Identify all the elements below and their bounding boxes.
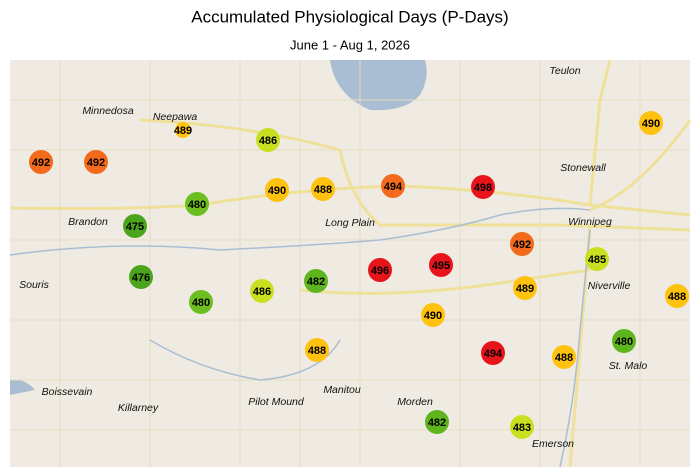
place-label: Stonewall	[560, 162, 606, 174]
station-value: 482	[307, 276, 325, 288]
highway	[9, 184, 691, 217]
place-label: Teulon	[549, 65, 580, 77]
station-marker	[29, 150, 53, 174]
station-marker	[471, 175, 495, 199]
station-value: 486	[259, 135, 277, 147]
place-label: Neepawa	[153, 111, 198, 123]
station-value: 489	[516, 283, 534, 295]
station-value: 490	[424, 310, 442, 322]
station-value: 482	[428, 417, 446, 429]
station-value: 494	[384, 181, 403, 193]
station-value: 494	[484, 348, 503, 360]
station-marker	[123, 214, 147, 238]
station-value: 489	[174, 125, 192, 137]
station-marker	[311, 177, 335, 201]
station-marker	[189, 290, 213, 314]
station-value: 492	[32, 157, 50, 169]
station-marker	[175, 122, 191, 138]
station-marker	[129, 265, 153, 289]
station-marker	[585, 247, 609, 271]
station-marker	[481, 341, 505, 365]
station-value: 495	[432, 260, 450, 272]
place-label: Brandon	[68, 216, 108, 228]
station-value: 480	[188, 199, 206, 211]
station-marker	[305, 338, 329, 362]
station-value: 486	[253, 286, 271, 298]
place-label: Niverville	[588, 280, 631, 292]
station-value: 498	[474, 182, 492, 194]
station-marker	[185, 192, 209, 216]
place-label: Manitou	[323, 384, 361, 396]
lake	[330, 60, 427, 111]
station-marker	[368, 258, 392, 282]
place-label: Emerson	[532, 438, 574, 450]
basemap	[9, 59, 692, 467]
station-value: 480	[192, 297, 210, 309]
highway	[139, 118, 691, 232]
station-marker	[510, 232, 534, 256]
station-value: 485	[588, 254, 606, 266]
station-value: 480	[615, 336, 633, 348]
station-value: 496	[371, 265, 389, 277]
place-label: Minnedosa	[82, 105, 134, 117]
station-marker	[513, 276, 537, 300]
station-value: 492	[87, 157, 105, 169]
station-marker	[639, 111, 663, 135]
station-value: 488	[555, 352, 573, 364]
station-value: 490	[642, 118, 660, 130]
place-label: Long Plain	[325, 217, 375, 229]
place-label: Pilot Mound	[248, 396, 305, 408]
station-marker	[421, 303, 445, 327]
place-label: Souris	[19, 279, 50, 291]
station-marker	[304, 269, 328, 293]
station-value: 488	[668, 291, 686, 303]
place-label: Morden	[397, 396, 433, 408]
station-value: 476	[132, 272, 150, 284]
place-label: Boissevain	[42, 386, 93, 398]
station-marker	[510, 415, 534, 439]
station-marker	[84, 150, 108, 174]
station-marker	[256, 128, 280, 152]
station-marker	[250, 279, 274, 303]
station-value: 483	[513, 422, 531, 434]
station-value: 488	[314, 184, 332, 196]
river	[9, 207, 591, 256]
station-marker	[429, 253, 453, 277]
grid-roads	[10, 60, 690, 467]
place-label: St. Malo	[609, 360, 648, 372]
station-marker	[425, 410, 449, 434]
highway	[299, 268, 591, 295]
station-marker	[665, 284, 689, 308]
place-label: Winnipeg	[568, 216, 612, 228]
stations: 492 492 489 486 480 475 476 480 486 482 490 488 494 4…	[29, 111, 689, 439]
station-marker	[552, 345, 576, 369]
lake	[10, 379, 35, 395]
station-value: 490	[268, 185, 286, 197]
station-value: 475	[126, 221, 144, 233]
station-marker	[381, 174, 405, 198]
station-marker	[612, 329, 636, 353]
station-marker	[265, 178, 289, 202]
station-value: 492	[513, 239, 531, 251]
subtitle: June 1 - Aug 1, 2026	[290, 37, 410, 52]
title: Accumulated Physiological Days (P-Days)	[191, 7, 508, 26]
station-value: 488	[308, 345, 326, 357]
place-label: Killarney	[118, 402, 159, 414]
place-labels: Teulon Minnedosa Neepawa Stonewall Winnipeg B…	[19, 65, 647, 450]
